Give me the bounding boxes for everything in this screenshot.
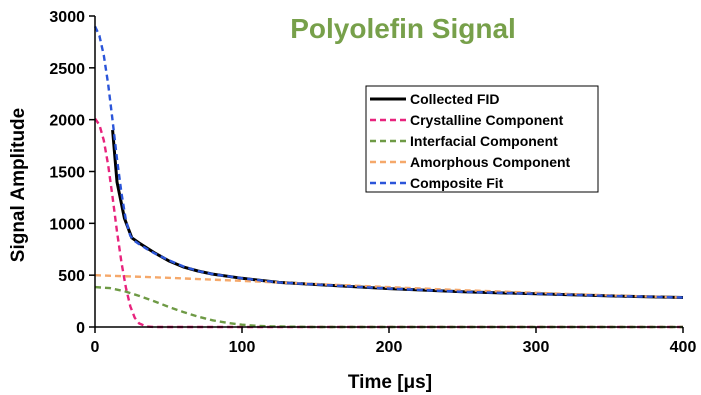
chart-title: Polyolefin Signal	[290, 13, 516, 44]
legend-label-4: Amorphous Component	[410, 154, 571, 170]
x-tick-label: 300	[523, 339, 550, 356]
series-line-3	[94, 285, 683, 329]
x-tick-label: 0	[91, 339, 100, 356]
legend-label-2: Crystalline Component	[410, 112, 564, 128]
y-tick-label: 2500	[49, 61, 85, 78]
plot-area: 0 100 200 300 400 0 500 1000 1500 2000 2500 3000	[49, 9, 696, 356]
series-line-4	[94, 274, 684, 299]
legend: Collected FID Crystalline Component Interf…	[365, 85, 599, 193]
y-axis-title: Signal Amplitude	[8, 108, 29, 262]
y-tick-label: 3000	[49, 9, 85, 26]
series-line-5	[93, 25, 684, 299]
x-tick-label: 400	[670, 339, 697, 356]
series-line-2	[94, 117, 683, 329]
y-tick-label: 1000	[49, 216, 85, 233]
x-axis-title: Time [μs]	[348, 372, 432, 393]
legend-label-1: Collected FID	[410, 91, 499, 107]
legend-label-3: Interfacial Component	[410, 133, 558, 149]
y-tick-label: 1500	[49, 165, 85, 182]
legend-box	[365, 85, 599, 193]
y-tick-label: 500	[58, 268, 85, 285]
legend-label-5: Composite Fit	[410, 175, 504, 191]
x-tick-label: 200	[376, 339, 403, 356]
y-tick-label: 0	[76, 320, 85, 337]
y-tick-label: 2000	[49, 113, 85, 130]
x-tick-label: 100	[229, 339, 256, 356]
